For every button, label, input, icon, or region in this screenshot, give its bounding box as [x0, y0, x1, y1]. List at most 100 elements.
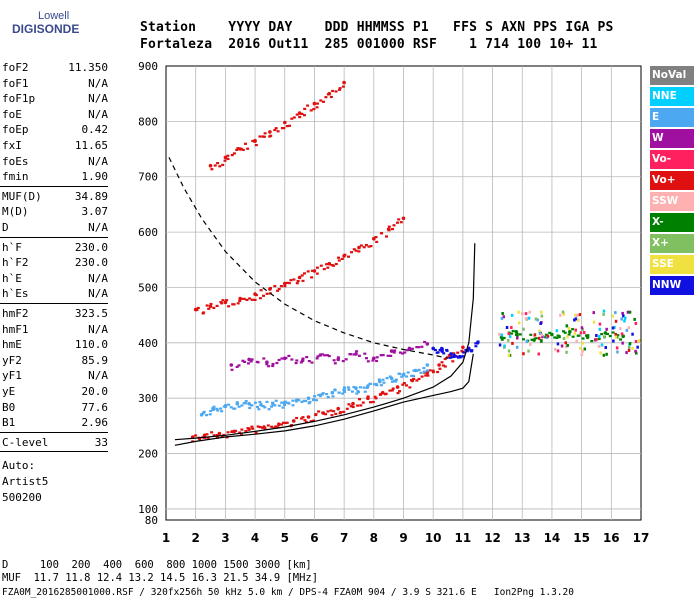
- echo-point: [334, 262, 338, 266]
- echo-point: [349, 353, 353, 356]
- param-value: 230.0: [74, 256, 108, 270]
- noise-point: [505, 326, 509, 329]
- echo-point: [426, 369, 429, 372]
- data-point: [283, 400, 287, 405]
- echo-point: [269, 134, 273, 137]
- echo-point: [361, 401, 365, 404]
- echo-point: [274, 425, 278, 428]
- echo-point: [426, 374, 430, 377]
- echo-point: [379, 354, 383, 357]
- noise-point: [634, 340, 638, 343]
- echo-point: [394, 380, 398, 383]
- echo-point: [209, 302, 213, 306]
- echo-point: [302, 399, 306, 402]
- echo-point: [229, 406, 233, 409]
- noise-point: [614, 335, 618, 339]
- echo-point: [443, 365, 447, 368]
- data-point: [336, 357, 341, 362]
- param-ye: yE 20.0: [2, 384, 108, 399]
- data-point: [449, 352, 453, 356]
- echo-point: [390, 389, 394, 392]
- echo-point: [368, 382, 372, 385]
- echo-point: [216, 162, 220, 165]
- echo-point: [279, 285, 283, 288]
- noise-point: [527, 316, 531, 320]
- noise-point: [540, 333, 544, 337]
- legend-item-noval: NoVal: [650, 66, 694, 85]
- data-point: [306, 396, 311, 401]
- echo-point: [393, 349, 397, 352]
- noise-point: [500, 333, 504, 337]
- noise-point: [529, 342, 532, 346]
- noise-point: [579, 331, 583, 335]
- echo-point: [440, 347, 444, 351]
- echo-point: [394, 378, 398, 381]
- echo-point: [277, 288, 281, 291]
- echo-point: [258, 297, 262, 300]
- param-value: 0.42: [81, 123, 109, 137]
- data-point: [300, 358, 305, 363]
- echo-point: [194, 434, 198, 437]
- echo-point: [381, 378, 385, 381]
- data-point: [431, 346, 436, 351]
- panel-divider: [0, 236, 108, 238]
- param-key: D: [2, 221, 9, 234]
- x-tick-label: 3: [221, 531, 229, 545]
- echo-point: [392, 224, 396, 227]
- echo-point: [312, 398, 316, 401]
- noise-point: [527, 349, 530, 353]
- data-point: [318, 353, 323, 357]
- data-point: [268, 287, 272, 291]
- param-key: foEp: [2, 123, 29, 137]
- echo-point: [311, 269, 314, 272]
- echo-point: [206, 436, 210, 439]
- echo-point: [310, 276, 314, 279]
- echo-point: [347, 388, 351, 391]
- echo-point: [263, 132, 267, 135]
- echo-point: [401, 352, 405, 355]
- echo-point: [272, 426, 276, 429]
- noise-point: [611, 326, 615, 330]
- data-point: [268, 130, 272, 134]
- echo-point: [227, 403, 231, 406]
- distance-row: D 100 200 400 600 800 1000 1500 3000 [km…: [2, 559, 312, 571]
- data-point: [366, 384, 370, 388]
- auto-info-line: Artist5: [2, 475, 49, 488]
- data-point: [395, 385, 400, 389]
- noise-point: [580, 326, 584, 330]
- auto-info-line: 500200: [2, 490, 42, 504]
- param-key: hmF1: [2, 322, 29, 336]
- noise-point: [525, 317, 528, 320]
- legend-item-nnw: NNW: [650, 276, 694, 295]
- echo-point: [391, 387, 395, 390]
- param-value: N/A: [88, 369, 108, 383]
- echo-point: [366, 360, 370, 363]
- data-point: [475, 341, 480, 345]
- echo-point: [392, 351, 396, 354]
- echo-point: [315, 266, 319, 269]
- logo-lowell: Lowell: [38, 10, 70, 22]
- echo-point: [313, 395, 317, 398]
- noise-point: [554, 347, 557, 351]
- noise-point: [538, 331, 542, 335]
- data-point: [425, 363, 430, 367]
- echo-point: [212, 306, 216, 309]
- echo-point: [276, 426, 280, 429]
- echo-point: [256, 361, 260, 364]
- echo-point: [455, 355, 459, 358]
- echo-point: [336, 356, 340, 359]
- echo-point: [242, 297, 246, 300]
- param-fof2: foF2 11.350: [2, 60, 108, 75]
- param-value: 1.90: [81, 170, 109, 184]
- echo-point: [474, 345, 478, 348]
- echo-point: [369, 401, 372, 404]
- echo-point: [321, 392, 325, 395]
- echo-point: [315, 357, 319, 360]
- echo-point: [290, 358, 294, 361]
- echo-point: [399, 221, 403, 224]
- echo-point: [316, 102, 319, 105]
- echo-point: [246, 147, 250, 150]
- echo-point: [288, 124, 291, 127]
- x-tick-label: 2: [192, 531, 200, 545]
- echo-point: [352, 386, 356, 389]
